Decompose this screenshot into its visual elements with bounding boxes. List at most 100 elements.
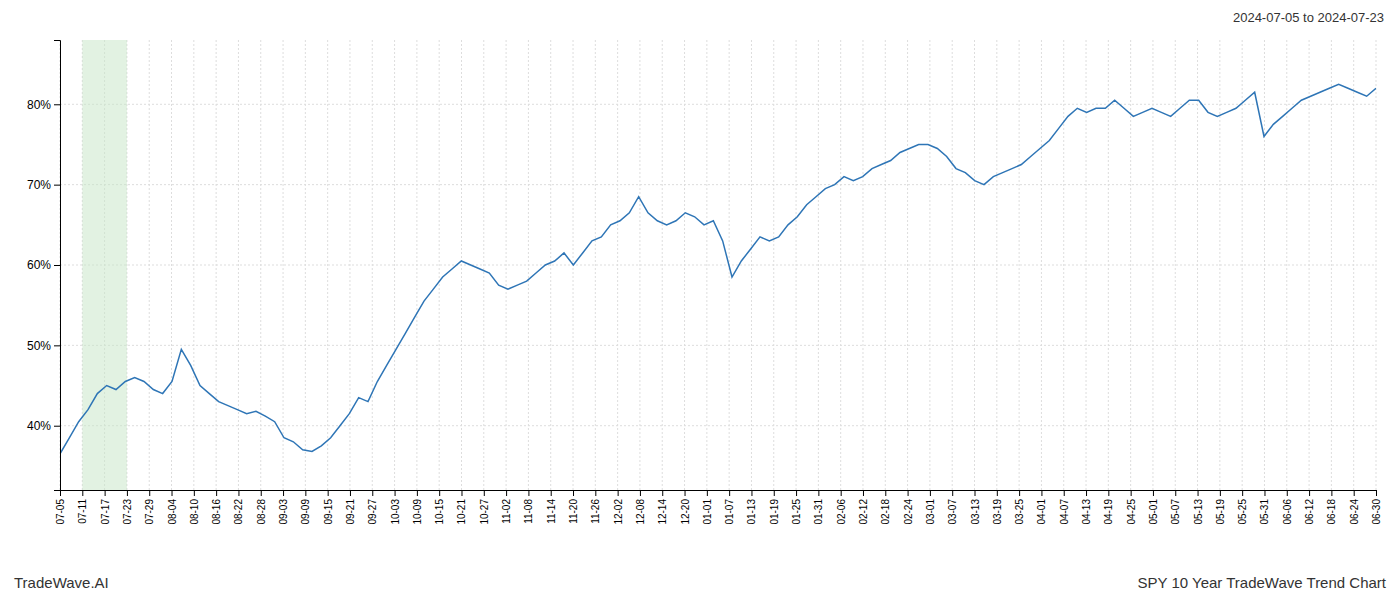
- x-tick-mark: [172, 490, 173, 496]
- x-tick: 02-06: [836, 490, 847, 525]
- x-tick-mark: [1309, 490, 1310, 496]
- grid-line-x: [595, 40, 596, 490]
- x-tick-label: 09-21: [345, 499, 356, 525]
- x-tick: 09-03: [278, 490, 289, 525]
- x-tick: 05-19: [1215, 490, 1226, 525]
- y-axis: 40% 50% 60% 70% 80%: [27, 41, 61, 491]
- x-tick-label: 02-18: [880, 499, 891, 525]
- x-tick-label: 11-02: [501, 499, 512, 524]
- x-tick-mark: [238, 490, 239, 496]
- chart: 07-0507-1107-1707-2307-2908-0408-1008-16…: [0, 0, 1400, 600]
- x-tick: 08-22: [233, 490, 244, 525]
- x-tick: 09-27: [367, 490, 378, 525]
- x-tick-label: 05-25: [1237, 499, 1248, 525]
- y-tick: 60%: [27, 258, 60, 272]
- x-tick: 04-19: [1103, 490, 1114, 525]
- x-tick-mark: [1108, 490, 1109, 496]
- x-tick-mark: [461, 490, 462, 496]
- x-tick-label: 01-07: [724, 499, 735, 525]
- x-tick-label: 08-22: [233, 499, 244, 525]
- x-tick-label: 05-01: [1148, 499, 1159, 525]
- x-tick-label: 07-05: [55, 499, 66, 525]
- x-tick-label: 12-02: [613, 499, 624, 525]
- x-tick-mark: [595, 490, 596, 496]
- x-tick: 04-07: [1059, 490, 1070, 525]
- footer-text: SPY 10 Year TradeWave Trend Chart: [1138, 574, 1387, 591]
- x-tick-mark: [551, 490, 552, 496]
- x-tick-label: 09-03: [278, 499, 289, 525]
- x-tick: 11-20: [568, 490, 579, 524]
- x-tick-label: 06-06: [1282, 499, 1293, 525]
- x-tick-label: 11-08: [523, 499, 534, 524]
- x-tick: 05-31: [1259, 490, 1270, 525]
- x-tick-mark: [1287, 490, 1288, 496]
- x-tick-mark: [952, 490, 953, 496]
- grid-line-x: [238, 40, 239, 490]
- x-tick-mark: [751, 490, 752, 496]
- y-tick-mark: [54, 185, 60, 186]
- x-tick-mark: [796, 490, 797, 496]
- x-tick: 08-04: [167, 490, 178, 525]
- grid-line-x: [550, 40, 551, 490]
- x-tick-mark: [841, 490, 842, 496]
- x-tick-label: 10-03: [390, 499, 401, 525]
- x-tick: 03-13: [970, 490, 981, 525]
- footer-text: TradeWave.AI: [14, 574, 109, 591]
- grid-line-x: [706, 40, 707, 490]
- x-tick-mark: [1131, 490, 1132, 496]
- x-tick: 12-20: [680, 490, 691, 525]
- x-tick: 04-13: [1081, 490, 1092, 525]
- y-tick-label: 40%: [27, 419, 51, 433]
- x-tick-label: 06-18: [1326, 499, 1337, 525]
- x-tick: 05-01: [1148, 490, 1159, 525]
- x-tick: 03-07: [947, 490, 958, 525]
- x-tick-mark: [194, 490, 195, 496]
- y-tick: 80%: [27, 98, 60, 112]
- x-tick: 09-15: [323, 490, 334, 525]
- x-tick-mark: [818, 490, 819, 496]
- x-tick-mark: [662, 490, 663, 496]
- x-tick-mark: [1331, 490, 1332, 496]
- y-tick-label: 70%: [27, 178, 51, 192]
- x-tick-label: 01-19: [769, 499, 780, 525]
- x-tick-label: 11-20: [568, 499, 579, 524]
- x-tick-mark: [1019, 490, 1020, 496]
- x-tick-mark: [1175, 490, 1176, 496]
- x-tick-label: 03-01: [925, 499, 936, 525]
- x-tick-label: 12-20: [680, 499, 691, 525]
- grid-line-x: [751, 40, 752, 490]
- x-tick-mark: [127, 490, 128, 496]
- x-tick-label: 10-15: [434, 499, 445, 525]
- x-tick-label: 10-09: [412, 499, 423, 525]
- x-tick-label: 04-01: [1036, 499, 1047, 525]
- x-tick-label: 02-12: [858, 499, 869, 525]
- x-tick-mark: [1064, 490, 1065, 496]
- x-tick-label: 02-06: [836, 499, 847, 525]
- x-tick: 04-01: [1036, 490, 1047, 525]
- x-tick: 03-19: [992, 490, 1003, 525]
- x-tick-mark: [1153, 490, 1154, 496]
- x-tick: 08-16: [211, 490, 222, 525]
- x-tick-mark: [506, 490, 507, 496]
- grid: [60, 40, 1376, 490]
- x-tick-mark: [1354, 490, 1355, 496]
- x-tick-label: 04-13: [1081, 499, 1092, 525]
- x-tick: 05-25: [1237, 490, 1248, 525]
- grid-line-y: [60, 184, 1376, 185]
- x-tick-label: 09-27: [367, 499, 378, 525]
- highlight-span: [82, 40, 127, 490]
- x-tick-mark: [1086, 490, 1087, 496]
- x-tick-mark: [372, 490, 373, 496]
- x-tick-mark: [528, 490, 529, 496]
- x-tick-mark: [1198, 490, 1199, 496]
- x-tick-mark: [1376, 490, 1377, 496]
- x-tick-label: 04-07: [1059, 499, 1070, 525]
- x-tick: 12-14: [657, 490, 668, 525]
- x-tick-label: 12-08: [635, 499, 646, 525]
- x-tick: 02-18: [880, 490, 891, 525]
- title: 2024-07-05 to 2024-07-23: [1233, 10, 1384, 25]
- y-tick: 50%: [27, 339, 60, 353]
- grid-line-x: [283, 40, 284, 490]
- y-tick-mark: [54, 426, 60, 427]
- x-tick-label: 11-26: [590, 499, 601, 524]
